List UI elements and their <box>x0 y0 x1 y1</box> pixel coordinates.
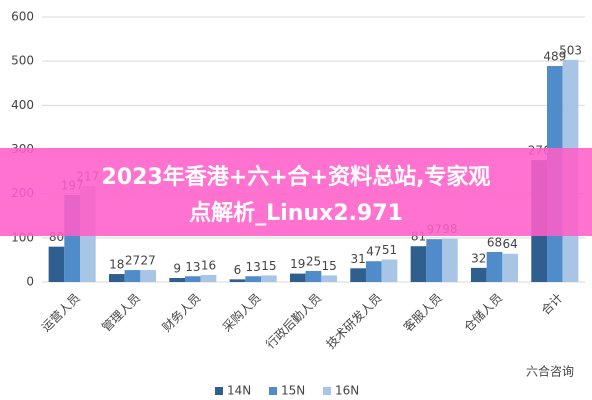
bar <box>200 274 217 282</box>
x-tick-label: 技术研发人员 <box>323 290 385 352</box>
legend-swatch <box>269 387 277 395</box>
bar <box>426 239 443 282</box>
bar <box>261 275 277 282</box>
data-label: 9 <box>173 262 181 276</box>
bar <box>381 259 398 282</box>
bar <box>108 274 125 282</box>
x-tick-label: 行政后勤人员 <box>263 291 324 352</box>
data-label: 27 <box>141 254 156 268</box>
banner-text: 2023年香港+六+合+资料总站,专家观 <box>102 164 491 190</box>
bar <box>124 270 141 282</box>
data-label: 19 <box>290 257 305 271</box>
data-label: 51 <box>382 243 397 257</box>
legend-swatch <box>215 387 223 395</box>
x-tick-label: 仓储人员 <box>461 290 506 335</box>
legend-label: 16N <box>335 384 359 398</box>
x-tick-label: 客服人员 <box>400 290 445 335</box>
bar <box>184 276 201 282</box>
x-tick-label: 合计 <box>538 290 566 318</box>
data-label: 47 <box>366 245 381 259</box>
x-tick-label: 运营人员 <box>39 291 83 335</box>
bar <box>229 279 246 282</box>
banner <box>0 148 592 236</box>
data-label: 31 <box>351 252 366 266</box>
bar <box>245 276 262 282</box>
bar <box>470 267 487 282</box>
x-tick-label: 财务人员 <box>159 290 204 335</box>
legend-swatch <box>323 387 331 395</box>
data-label: 489 <box>543 50 566 64</box>
data-label: 13 <box>185 260 200 274</box>
data-label: 32 <box>471 251 486 265</box>
data-label: 16 <box>201 258 216 272</box>
x-tick-label: 管理人员 <box>99 290 144 335</box>
data-label: 13 <box>246 260 261 274</box>
data-label: 6 <box>234 263 242 277</box>
data-label: 64 <box>503 237 518 251</box>
bar <box>48 246 65 282</box>
data-label: 503 <box>559 43 582 57</box>
data-label: 68 <box>487 235 502 249</box>
bar <box>486 251 503 282</box>
y-tick-label: 0 <box>26 275 34 289</box>
data-label: 27 <box>125 254 140 268</box>
bar <box>410 246 427 282</box>
data-label: 25 <box>306 254 321 268</box>
y-tick-label: 600 <box>11 10 34 24</box>
y-tick-label: 400 <box>11 98 34 112</box>
bar <box>305 270 322 282</box>
bar <box>321 275 338 282</box>
legend-label: 15N <box>281 384 305 398</box>
bar <box>289 273 306 282</box>
bar <box>140 270 157 282</box>
bar <box>169 278 185 282</box>
data-label: 15 <box>322 259 337 273</box>
bar <box>365 261 382 282</box>
bar <box>502 253 519 282</box>
x-tick-label: 采购人员 <box>219 290 264 335</box>
bar <box>350 268 366 282</box>
legend-label: 14N <box>227 384 251 398</box>
data-label: 15 <box>261 259 276 273</box>
watermark: 六合咨询 <box>526 364 574 379</box>
y-tick-label: 500 <box>11 54 34 68</box>
data-label: 18 <box>109 258 124 272</box>
banner-text: 点解析_Linux2.971 <box>189 200 403 226</box>
bar <box>442 238 458 282</box>
